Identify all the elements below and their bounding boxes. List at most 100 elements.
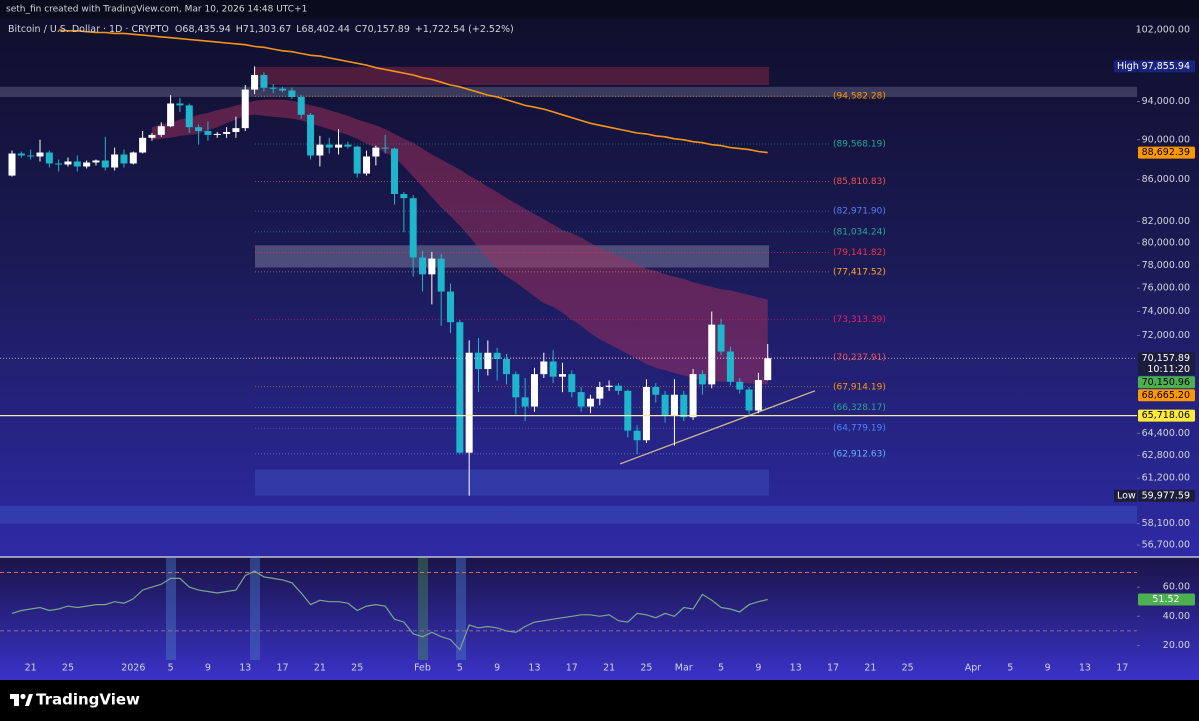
indicator-label: 51.52 [1152,594,1179,605]
signal-bar [166,558,176,660]
x-tick-label: 25 [351,663,363,674]
candle-body [260,74,268,88]
candle-body [633,430,641,441]
candle-body [521,397,529,407]
y-tick-label: 94,000.00 [1142,96,1190,107]
candle-body [764,358,772,381]
candle-body [101,160,109,168]
header-value: O68,435.94 [175,24,231,35]
ema-ribbon [151,99,768,385]
y-tick-label: 90,000.00 [1142,134,1190,145]
candle-body [698,374,706,385]
moving-average [58,29,768,154]
candle-body [92,160,100,163]
price-label-box [1138,352,1195,376]
candle-body [549,361,557,377]
level-label: (62,912.63) [833,449,886,459]
level-label: (79,141.82) [833,248,886,258]
candle-body [157,126,165,135]
candle-body [437,258,445,292]
level-label: (70,237.91) [833,353,886,363]
candle-body [288,90,296,97]
brand-logo: TradingView [10,691,140,709]
candle-body [372,147,380,157]
candle-body [353,146,361,174]
candle-body [279,88,287,91]
candle-body [129,152,137,164]
y-tick-label: 78,000.00 [1142,260,1190,271]
candle-body [400,194,408,199]
level-label: (66,328.17) [833,403,886,413]
indicator-line [11,570,768,651]
candle-body [596,386,604,399]
x-tick-label: 21 [25,663,37,674]
price-label-box [1138,60,1195,73]
x-tick-label: 5 [1007,663,1013,674]
plot: (94,582.28) (89,568.19) (85,810.83) (82,971… [0,24,1195,674]
candle-body [213,133,221,135]
zone [0,86,1137,97]
y-tick-label: 62,800.00 [1142,450,1190,461]
signal-bar [456,558,466,660]
y-tick-label: 64,400.00 [1142,428,1190,439]
level-label: (89,568.19) [833,139,886,149]
candle-body [307,114,315,156]
level-label: (85,810.83) [833,177,886,187]
candle-body [325,144,333,148]
level-label: (73,313.39) [833,315,886,325]
x-tick-label: 17 [566,663,578,674]
x-tick-label: 17 [277,663,289,674]
candle-body [419,257,427,275]
price-label: 70,150.96 [1142,377,1190,388]
y-tick-label: 20.00 [1163,640,1190,651]
x-tick-label: Apr [965,663,982,674]
y-tick-label: 58,100.00 [1142,518,1190,529]
indicator-label-box [1138,593,1195,606]
price-label: 97,855.94 [1142,61,1190,72]
candle-body [605,385,613,387]
candle-body [717,324,725,352]
candle-body [530,374,538,407]
x-tick-label: 17 [1116,663,1128,674]
countdown: 10:11:20 [1147,364,1190,375]
x-tick-label: Mar [675,663,693,674]
candle-body [232,128,240,132]
candle-body [456,322,464,453]
header-value: L68,402.44 [296,24,350,35]
candle-body [167,103,175,127]
candle-body [269,87,277,89]
x-tick-label: 9 [1045,663,1051,674]
candle-body [670,394,678,416]
x-tick-label: 13 [239,663,251,674]
level-label: (64,779.19) [833,424,886,434]
x-tick-label: 9 [494,663,500,674]
candle-body [176,103,184,106]
y-tick-label: 60.00 [1163,582,1190,593]
candle-body [568,374,576,393]
trendline [619,390,816,465]
x-tick-label: 5 [168,663,174,674]
candle-body [736,381,744,390]
price-tag-box [1114,489,1137,502]
zone [255,469,769,496]
candle-body [708,324,716,385]
candle-body [726,351,734,382]
price-label-box [1138,146,1195,159]
candle-body [465,352,473,453]
y-tick-label: 102,000.00 [1136,24,1190,35]
y-tick-label: 56,700.00 [1142,540,1190,551]
price-label-box [1138,489,1195,502]
candle-body [363,156,371,174]
symbol-header: Bitcoin / U.S. Dollar · 1D · CRYPTO O68,4… [8,24,514,35]
candle-body [195,127,203,132]
price-label: 70,157.89 [1142,353,1190,364]
candle-body [680,394,688,418]
y-tick-label: 61,200.00 [1142,473,1190,484]
candle-body [241,89,249,129]
y-tick-label: 80,000.00 [1142,238,1190,249]
candle-body [120,154,128,164]
candle-body [185,105,193,128]
candle-body [55,163,63,165]
symbol: Bitcoin / U.S. Dollar · 1D · CRYPTO [8,24,169,35]
